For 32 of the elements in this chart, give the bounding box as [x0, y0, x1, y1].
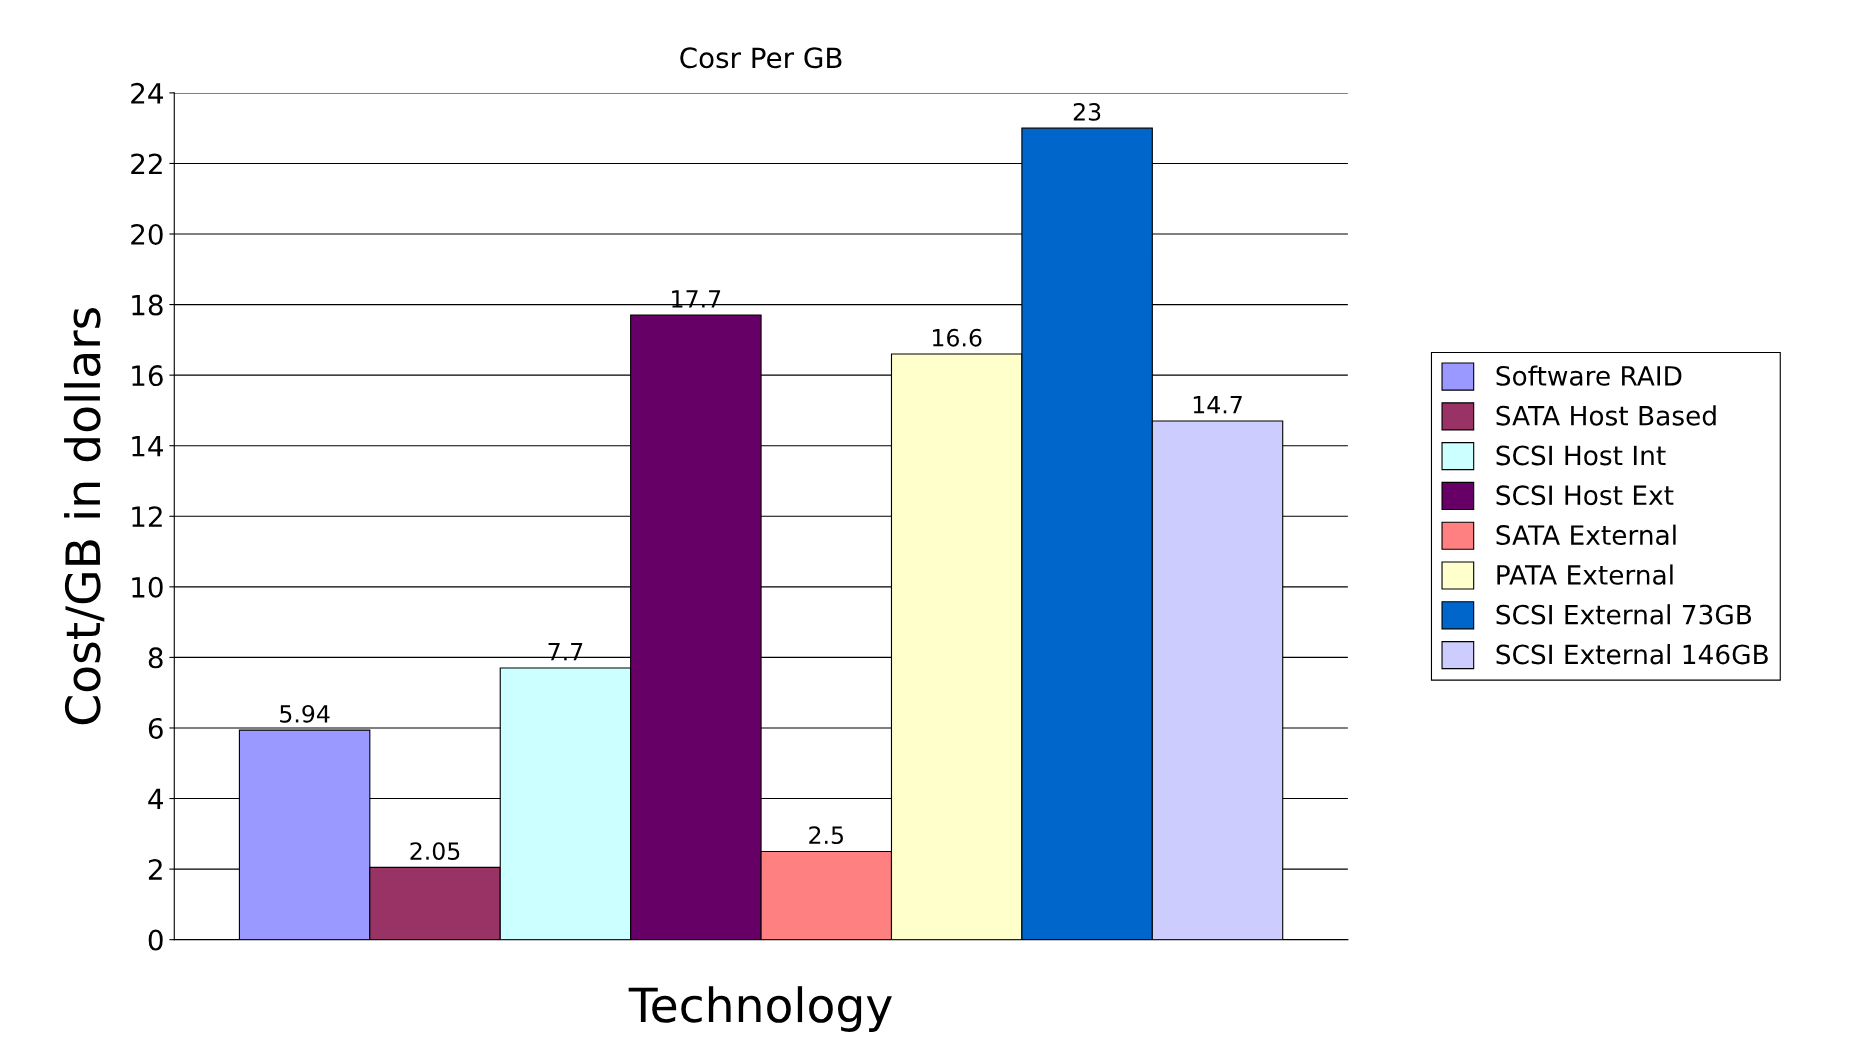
legend-label: SATA Host Based — [1496, 405, 1716, 426]
y-tick-label: 20 — [131, 223, 163, 245]
data-label: 7.7 — [548, 643, 583, 661]
y-axis-title: Cost/GB in dollars — [64, 308, 105, 725]
legend-label: SATA External — [1496, 524, 1676, 546]
legend-label: PATA External — [1497, 564, 1673, 585]
data-label: 17.7 — [672, 290, 721, 308]
y-tick-label: 24 — [131, 82, 163, 104]
data-label: 23 — [1073, 102, 1101, 121]
y-tick-label: 4 — [148, 788, 163, 810]
legend-label: SCSI Host Int — [1496, 445, 1666, 466]
y-tick-label: 0 — [148, 929, 163, 951]
data-label: 2.5 — [809, 826, 843, 845]
chart-title: Cosr Per GB — [680, 47, 842, 69]
y-tick-label: 8 — [148, 647, 163, 669]
legend-label: SCSI External 73GB — [1496, 604, 1752, 625]
y-tick-label: 6 — [148, 717, 163, 739]
data-label: 2.05 — [410, 842, 460, 860]
legend-label: SCSI Host Ext — [1496, 485, 1674, 506]
y-tick-label: 18 — [132, 294, 163, 316]
y-tick-label: 10 — [132, 576, 163, 598]
data-label: 14.7 — [1193, 396, 1242, 414]
data-label: 5.94 — [280, 704, 330, 723]
y-tick-label: 22 — [131, 153, 162, 175]
y-tick-label: 14 — [132, 436, 163, 457]
legend-label: Software RAID — [1496, 365, 1682, 386]
y-tick-label: 2 — [148, 859, 162, 880]
legend-label: SCSI External 146GB — [1496, 643, 1768, 665]
y-tick-label: 12 — [132, 506, 162, 527]
data-label: 16.6 — [933, 328, 982, 347]
y-tick-label: 16 — [132, 365, 163, 387]
x-axis-title: Technology — [628, 986, 892, 1032]
